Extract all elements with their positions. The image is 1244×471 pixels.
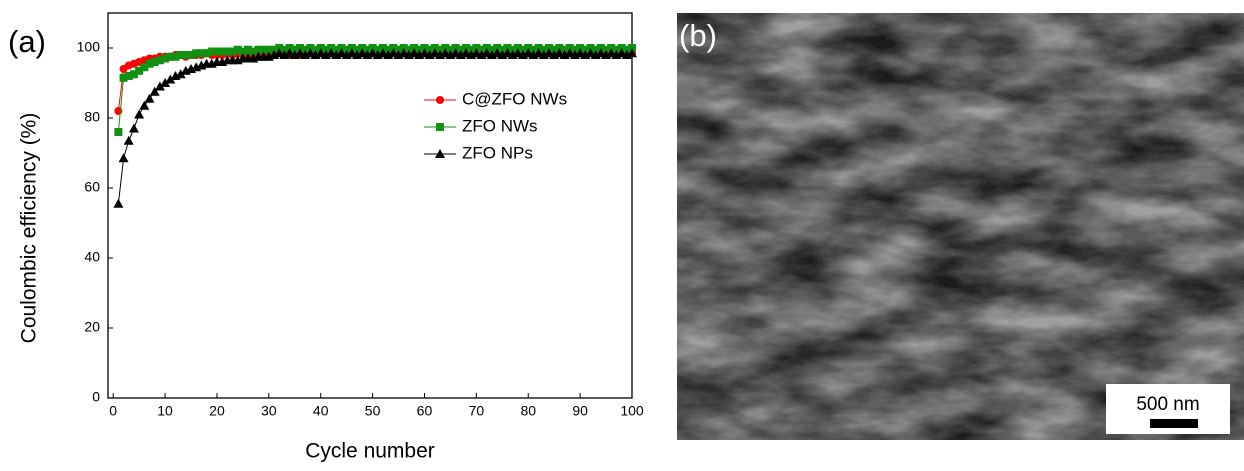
x-tick-label: 20 [209, 403, 225, 419]
figure: (a) Cycle number Coulombic efficiency (%… [0, 0, 1244, 466]
y-tick-label: 40 [84, 249, 100, 265]
marker [114, 107, 122, 115]
legend-marker [436, 96, 444, 104]
sem-grain [677, 13, 1244, 440]
legend-item: C@ZFO NWs [424, 89, 567, 108]
page: {"chart_data": {"type": "line", "panel_l… [0, 0, 1244, 471]
legend-label: C@ZFO NWs [462, 89, 567, 108]
panel-label: (a) [8, 24, 46, 59]
legend-label: ZFO NPs [462, 143, 533, 162]
marker [124, 136, 134, 145]
y-axis-label: Coulombic efficiency (%) [18, 113, 41, 344]
x-tick-label: 0 [109, 403, 117, 419]
y-tick-label: 100 [77, 39, 101, 55]
legend-marker [436, 123, 444, 131]
scale-bar-label: 500 nm [1136, 394, 1199, 415]
y-tick-label: 80 [84, 109, 100, 125]
y-tick-label: 0 [92, 389, 100, 405]
series-line [118, 53, 632, 204]
x-tick-label: 60 [417, 403, 433, 419]
marker [113, 199, 123, 208]
series [113, 48, 637, 208]
panel-label: (b) [679, 18, 717, 53]
legend-item: ZFO NWs [424, 116, 538, 135]
y-tick-label: 60 [84, 179, 100, 195]
x-tick-label: 90 [572, 403, 588, 419]
legend-item: ZFO NPs [424, 143, 533, 162]
x-tick-label: 100 [620, 403, 644, 419]
x-tick-label: 10 [157, 403, 173, 419]
marker [134, 110, 144, 119]
x-tick-label: 80 [520, 403, 536, 419]
x-tick-label: 50 [365, 403, 381, 419]
x-tick-label: 30 [261, 403, 277, 419]
marker [119, 153, 129, 162]
y-tick-label: 20 [84, 319, 100, 335]
x-tick-label: 40 [313, 403, 329, 419]
x-tick-label: 70 [469, 403, 485, 419]
legend-label: ZFO NWs [462, 116, 538, 135]
x-axis-label: Cycle number [305, 440, 435, 463]
scale-bar [1150, 419, 1198, 428]
marker [114, 128, 122, 136]
sem-image: (b) 500 nm [677, 13, 1244, 440]
marker [129, 124, 139, 133]
